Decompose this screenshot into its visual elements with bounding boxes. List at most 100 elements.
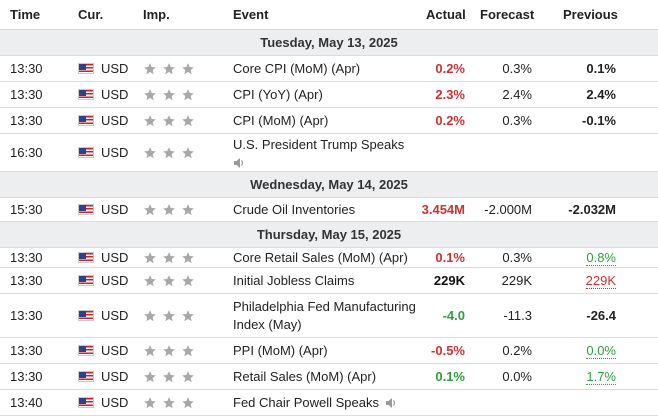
event-name[interactable]: Core Retail Sales (MoM) (Apr)	[233, 249, 408, 265]
event-time: 13:30	[10, 273, 43, 288]
previous-revised[interactable]: 0.8%	[586, 249, 616, 266]
importance-stars	[143, 108, 213, 133]
star-icon	[162, 274, 176, 288]
star-icon	[181, 274, 195, 288]
previous-revised[interactable]: 0.0%	[586, 342, 616, 359]
currency-code: USD	[101, 87, 129, 102]
previous-value: 1.7%	[540, 364, 616, 389]
event-name[interactable]: CPI (MoM) (Apr)	[233, 112, 329, 128]
star-icon	[181, 251, 195, 265]
previous-value	[540, 134, 616, 171]
currency-code: USD	[101, 202, 129, 217]
event-name[interactable]: Crude Oil Inventories	[233, 201, 356, 217]
event-name[interactable]: U.S. President Trump Speaks	[233, 137, 405, 152]
table-row[interactable]: 15:30 USD Crude Oil Inventories 3.454M -…	[0, 198, 658, 222]
forecast-value: 2.4%	[502, 87, 532, 102]
header-previous[interactable]: Previous	[563, 7, 618, 22]
actual-value: 229K	[433, 273, 465, 288]
header-actual[interactable]: Actual	[426, 7, 466, 22]
event-time: 13:30	[10, 369, 43, 384]
us-flag-icon	[78, 63, 94, 74]
actual-value: 0.2%	[435, 61, 465, 76]
star-icon	[143, 309, 157, 323]
star-icon	[162, 146, 176, 160]
currency-code: USD	[101, 395, 129, 410]
header-importance[interactable]: Imp.	[143, 7, 170, 22]
star-icon	[181, 114, 195, 128]
table-row[interactable]: 13:30 USD Retail Sales (MoM) (Apr) 0.1% …	[0, 364, 658, 390]
currency-code: USD	[101, 273, 129, 288]
header-event[interactable]: Event	[233, 7, 269, 22]
forecast-value: -2.000M	[484, 202, 532, 217]
importance-stars	[143, 338, 213, 363]
table-row[interactable]: 16:30 USD U.S. President Trump Speaks	[0, 134, 658, 172]
speaker-icon[interactable]	[385, 397, 397, 409]
star-icon	[143, 88, 157, 102]
us-flag-icon	[78, 275, 94, 286]
star-icon	[143, 114, 157, 128]
currency: USD	[78, 134, 138, 171]
us-flag-icon	[78, 115, 94, 126]
previous-value: 0.0%	[540, 338, 616, 363]
us-flag-icon	[78, 310, 94, 321]
currency-code: USD	[101, 250, 129, 265]
event-time: 13:30	[10, 343, 43, 358]
star-icon	[162, 309, 176, 323]
us-flag-icon	[78, 252, 94, 263]
table-row[interactable]: 13:30 USD Initial Jobless Claims 229K 22…	[0, 268, 658, 294]
previous-revised[interactable]: 1.7%	[586, 368, 616, 385]
star-icon	[181, 146, 195, 160]
us-flag-icon	[78, 345, 94, 356]
currency: USD	[78, 268, 138, 293]
actual-value: 0.1%	[435, 369, 465, 384]
forecast-value: 229K	[501, 273, 532, 288]
event-name[interactable]: Initial Jobless Claims	[233, 272, 355, 288]
previous-revised[interactable]: 229K	[585, 272, 616, 289]
us-flag-icon	[78, 204, 94, 215]
table-row[interactable]: 13:30 USD PPI (MoM) (Apr) -0.5% 0.2% 0.0…	[0, 338, 658, 364]
currency-code: USD	[101, 369, 129, 384]
us-flag-icon	[78, 397, 94, 408]
event-name[interactable]: Philadelphia Fed Manufacturing Index (Ma…	[233, 298, 416, 332]
actual-value: 0.1%	[435, 250, 465, 265]
table-row[interactable]: 13:30 USD Core Retail Sales (MoM) (Apr) …	[0, 248, 658, 268]
table-row[interactable]: 13:30 USD Core CPI (MoM) (Apr) 0.2% 0.3%…	[0, 56, 658, 82]
event-name[interactable]: PPI (MoM) (Apr)	[233, 342, 328, 358]
star-icon	[181, 62, 195, 76]
previous-value: 0.1%	[586, 61, 616, 76]
star-icon	[143, 203, 157, 217]
importance-stars	[143, 134, 213, 171]
us-flag-icon	[78, 147, 94, 158]
event-name[interactable]: Core CPI (MoM) (Apr)	[233, 60, 361, 76]
star-icon	[162, 396, 176, 410]
forecast-value: 0.3%	[502, 250, 532, 265]
previous-value	[540, 390, 616, 415]
currency-code: USD	[101, 145, 129, 160]
header-forecast[interactable]: Forecast	[480, 7, 535, 22]
star-icon	[143, 146, 157, 160]
table-row[interactable]: 13:30 USD Philadelphia Fed Manufacturing…	[0, 294, 658, 338]
star-icon	[143, 344, 157, 358]
forecast-value	[470, 390, 532, 415]
importance-stars	[143, 198, 213, 221]
event-name[interactable]: CPI (YoY) (Apr)	[233, 86, 323, 102]
currency-code: USD	[101, 308, 129, 323]
table-row[interactable]: 13:30 USD CPI (MoM) (Apr) 0.2% 0.3% -0.1…	[0, 108, 658, 134]
importance-stars	[143, 268, 213, 293]
event-time: 13:30	[10, 61, 43, 76]
star-icon	[162, 251, 176, 265]
event-time: 13:40	[10, 395, 43, 410]
speaker-icon[interactable]	[233, 157, 245, 169]
star-icon	[181, 370, 195, 384]
previous-value: 229K	[540, 268, 616, 293]
header-time[interactable]: Time	[10, 7, 41, 22]
table-row[interactable]: 13:30 USD CPI (YoY) (Apr) 2.3% 2.4% 2.4%	[0, 82, 658, 108]
event-name[interactable]: Retail Sales (MoM) (Apr)	[233, 368, 377, 384]
event-time: 13:30	[10, 113, 43, 128]
actual-value	[395, 134, 465, 171]
table-row[interactable]: 13:40 USD Fed Chair Powell Speaks	[0, 390, 658, 416]
header-currency[interactable]: Cur.	[78, 7, 104, 22]
event-name[interactable]: Fed Chair Powell Speaks	[233, 394, 379, 410]
event-time: 13:30	[10, 308, 43, 323]
